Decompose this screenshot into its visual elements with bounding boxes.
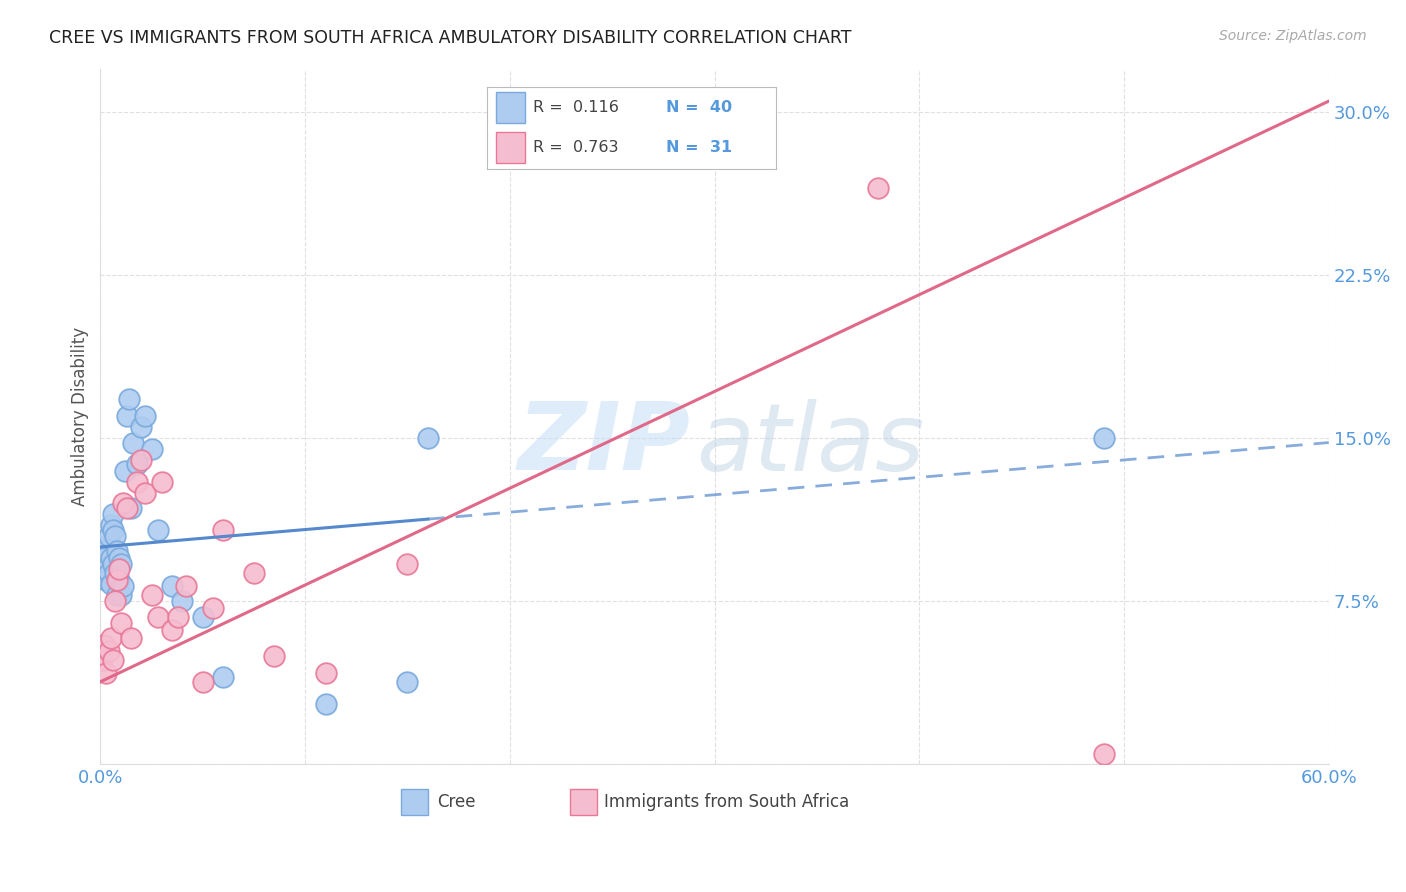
Point bbox=[1092, 431, 1115, 445]
Point bbox=[243, 566, 266, 580]
Point bbox=[315, 697, 337, 711]
Point bbox=[146, 523, 169, 537]
Point bbox=[127, 475, 149, 489]
Point bbox=[115, 500, 138, 515]
Point bbox=[110, 616, 132, 631]
Point bbox=[96, 562, 118, 576]
Point bbox=[191, 609, 214, 624]
Point bbox=[105, 544, 128, 558]
Point bbox=[118, 392, 141, 406]
Point bbox=[396, 558, 419, 572]
Point bbox=[176, 579, 198, 593]
Point bbox=[129, 453, 152, 467]
Point bbox=[110, 588, 132, 602]
Point bbox=[107, 573, 129, 587]
Text: CREE VS IMMIGRANTS FROM SOUTH AFRICA AMBULATORY DISABILITY CORRELATION CHART: CREE VS IMMIGRANTS FROM SOUTH AFRICA AMB… bbox=[49, 29, 852, 46]
Point bbox=[120, 632, 142, 646]
Point bbox=[100, 577, 122, 591]
Point bbox=[91, 653, 114, 667]
Point bbox=[868, 181, 890, 195]
Point bbox=[212, 523, 235, 537]
Point bbox=[120, 500, 142, 515]
Point bbox=[212, 670, 235, 684]
Point bbox=[91, 540, 114, 554]
Point bbox=[146, 609, 169, 624]
Point bbox=[111, 579, 134, 593]
Point bbox=[416, 431, 439, 445]
Point bbox=[93, 638, 115, 652]
Text: atlas: atlas bbox=[696, 399, 924, 490]
Point bbox=[172, 594, 194, 608]
Point bbox=[105, 588, 128, 602]
Point bbox=[97, 566, 120, 580]
Point bbox=[101, 523, 124, 537]
Point bbox=[100, 518, 122, 533]
Point bbox=[134, 409, 156, 424]
Point bbox=[160, 579, 183, 593]
Point bbox=[97, 644, 120, 658]
Point bbox=[104, 529, 127, 543]
Point bbox=[263, 648, 285, 663]
Point bbox=[104, 566, 127, 580]
Point bbox=[396, 674, 419, 689]
Text: Immigrants from South Africa: Immigrants from South Africa bbox=[605, 793, 849, 811]
Point bbox=[111, 496, 134, 510]
Point bbox=[315, 666, 337, 681]
Point bbox=[93, 550, 115, 565]
Point bbox=[104, 594, 127, 608]
Bar bbox=[569, 789, 596, 815]
Point bbox=[100, 632, 122, 646]
Point bbox=[110, 558, 132, 572]
Point bbox=[127, 458, 149, 472]
Point bbox=[115, 409, 138, 424]
Point bbox=[105, 573, 128, 587]
Y-axis label: Ambulatory Disability: Ambulatory Disability bbox=[72, 326, 89, 506]
Point bbox=[134, 485, 156, 500]
Bar bbox=[401, 789, 429, 815]
Point bbox=[129, 420, 152, 434]
Point bbox=[1092, 747, 1115, 761]
Point bbox=[122, 435, 145, 450]
Point bbox=[141, 442, 163, 456]
Point bbox=[96, 666, 118, 681]
Point bbox=[201, 600, 224, 615]
Point bbox=[96, 573, 118, 587]
Text: Source: ZipAtlas.com: Source: ZipAtlas.com bbox=[1219, 29, 1367, 43]
Point bbox=[160, 623, 183, 637]
Point bbox=[101, 558, 124, 572]
Point bbox=[93, 544, 115, 558]
Point bbox=[100, 550, 122, 565]
Point bbox=[167, 609, 190, 624]
Point bbox=[141, 588, 163, 602]
Point bbox=[150, 475, 173, 489]
Point bbox=[114, 464, 136, 478]
Point bbox=[107, 562, 129, 576]
Point bbox=[107, 550, 129, 565]
Point bbox=[191, 674, 214, 689]
Text: ZIP: ZIP bbox=[517, 399, 690, 491]
Point bbox=[101, 653, 124, 667]
Text: Cree: Cree bbox=[437, 793, 475, 811]
Point bbox=[101, 508, 124, 522]
Point bbox=[97, 529, 120, 543]
